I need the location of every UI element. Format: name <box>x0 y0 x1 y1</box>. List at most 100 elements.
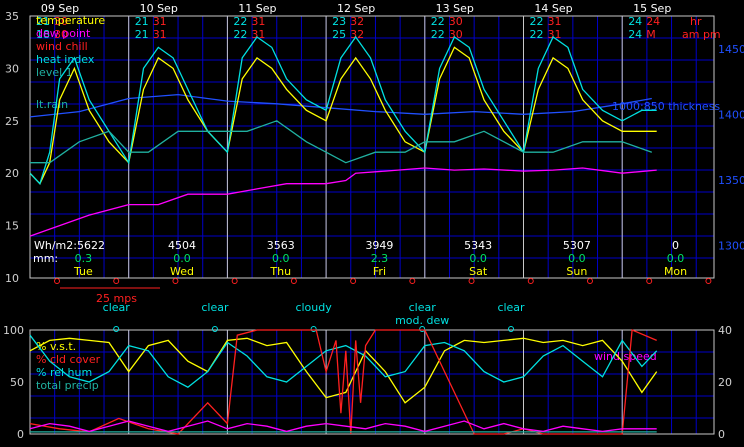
wind-speed-label: wind speed <box>594 350 657 363</box>
wind-marker <box>409 278 416 284</box>
sky-sublabel: mod. dew <box>395 314 449 327</box>
day-solar-energy: 3563 <box>267 239 295 252</box>
wind-marker <box>705 278 712 284</box>
series-line--cld-cover <box>29 329 657 435</box>
legend-label: % v.s.t. <box>36 340 76 353</box>
sky-label: clear <box>497 301 525 314</box>
sky-marker <box>419 326 426 332</box>
panel-frame <box>29 15 715 279</box>
y-tick-label: 100 <box>3 324 24 337</box>
day-temp-max: 24 <box>646 15 660 28</box>
day-of-week: Sun <box>566 265 587 278</box>
wind-marker <box>54 278 60 284</box>
day-of-week: Tue <box>73 265 93 278</box>
day-rainfall: 0.0 <box>568 252 586 265</box>
day-temp-min: 21 <box>36 15 50 28</box>
day-temp-min: 22 <box>233 15 247 28</box>
day-date-label: 12 Sep <box>337 2 375 15</box>
series-line--rel-hum <box>29 334 658 388</box>
y-tick-label: 35 <box>5 10 19 23</box>
wind-marker <box>350 278 357 284</box>
y2-tick-label: 0 <box>718 428 725 441</box>
wind-marker <box>586 278 593 284</box>
day-of-week: Fri <box>373 265 386 278</box>
sky-marker <box>211 326 218 332</box>
sky-marker <box>113 326 120 332</box>
day-temp-min: 22 <box>431 15 445 28</box>
day-dew-min: 18 <box>36 28 50 41</box>
day-rainfall: 0.3 <box>75 252 93 265</box>
series-line-level-1 <box>30 120 653 164</box>
y2-tick-label: 1400 <box>718 108 744 121</box>
sky-label: clear <box>409 301 437 314</box>
day-dew-max: 30 <box>449 28 463 41</box>
sky-label: clear <box>103 301 131 314</box>
y2-tick-label: 1300 <box>718 239 744 252</box>
thickness-label: 1000:850 thickness <box>612 100 720 113</box>
wind-marker <box>468 278 475 284</box>
day-temp-max: 30 <box>449 15 463 28</box>
legend-label: level 1 <box>36 66 73 79</box>
y2-tick-label: 40 <box>718 324 732 337</box>
lt-rain-label: lt.rain <box>36 98 68 111</box>
day-dew-min: 21 <box>135 28 149 41</box>
wind-marker <box>231 278 238 284</box>
day-date-label: 15 Sep <box>633 2 671 15</box>
rain-label: mm: <box>33 252 58 265</box>
day-dew-max: 32 <box>350 28 364 41</box>
day-date-label: 13 Sep <box>436 2 474 15</box>
day-of-week: Sat <box>469 265 488 278</box>
day-solar-energy: Wh/m2:5622 <box>34 239 105 252</box>
wind-marker <box>527 278 534 284</box>
day-dew-max: M <box>646 28 656 41</box>
day-temp-max: 31 <box>153 15 167 28</box>
day-solar-energy: 5343 <box>464 239 492 252</box>
y-tick-label: 30 <box>5 62 19 75</box>
y-tick-label: 20 <box>5 167 19 180</box>
wind-marker <box>290 278 297 284</box>
y2-tick-label: 20 <box>718 376 732 389</box>
day-date-label: 14 Sep <box>534 2 572 15</box>
legend-label: heat index <box>36 53 95 66</box>
legend-label: temperature <box>36 14 105 27</box>
day-dew-min: 22 <box>233 28 247 41</box>
day-temp-min: 24 <box>628 15 642 28</box>
wind-scale-label: 25 mps <box>96 292 137 305</box>
day-solar-energy: 3949 <box>365 239 393 252</box>
day-of-week: Thu <box>269 265 291 278</box>
day-temp-min: 22 <box>530 15 544 28</box>
y-tick-label: 10 <box>5 272 19 285</box>
day-temp-max: 32 <box>350 15 364 28</box>
day-solar-energy: 0 <box>672 239 679 252</box>
series-line-temperature <box>29 46 657 185</box>
sky-label: cloudy <box>295 301 332 314</box>
y-tick-label: 50 <box>10 376 24 389</box>
series-line-heat-index <box>29 35 657 185</box>
day-of-week: Wed <box>170 265 194 278</box>
wind-marker <box>172 278 179 284</box>
sky-label: clear <box>201 301 229 314</box>
sky-marker <box>508 326 515 332</box>
thickness-line <box>29 93 652 118</box>
series-line--v-s-t- <box>29 337 658 404</box>
day-dew-min: 24 <box>628 28 642 41</box>
day-temp-min: 23 <box>332 15 346 28</box>
day-rainfall: 0.0 <box>272 252 290 265</box>
series-line-dew-point <box>29 167 657 237</box>
day-temp-max: 30 <box>54 15 68 28</box>
legend-label: dew point <box>36 27 91 40</box>
day-date-label: 09 Sep <box>41 2 79 15</box>
day-of-week: Mon <box>664 265 687 278</box>
day-rainfall: 0.0 <box>173 252 191 265</box>
day-temp-min: 21 <box>135 15 149 28</box>
ampm-label: am pm <box>682 28 721 41</box>
y2-tick-label: 1450 <box>718 43 744 56</box>
day-rainfall: 0.0 <box>667 252 685 265</box>
day-dew-min: 22 <box>431 28 445 41</box>
day-rainfall: 0.0 <box>469 252 487 265</box>
day-date-label: 10 Sep <box>140 2 178 15</box>
y2-tick-label: 1350 <box>718 174 744 187</box>
